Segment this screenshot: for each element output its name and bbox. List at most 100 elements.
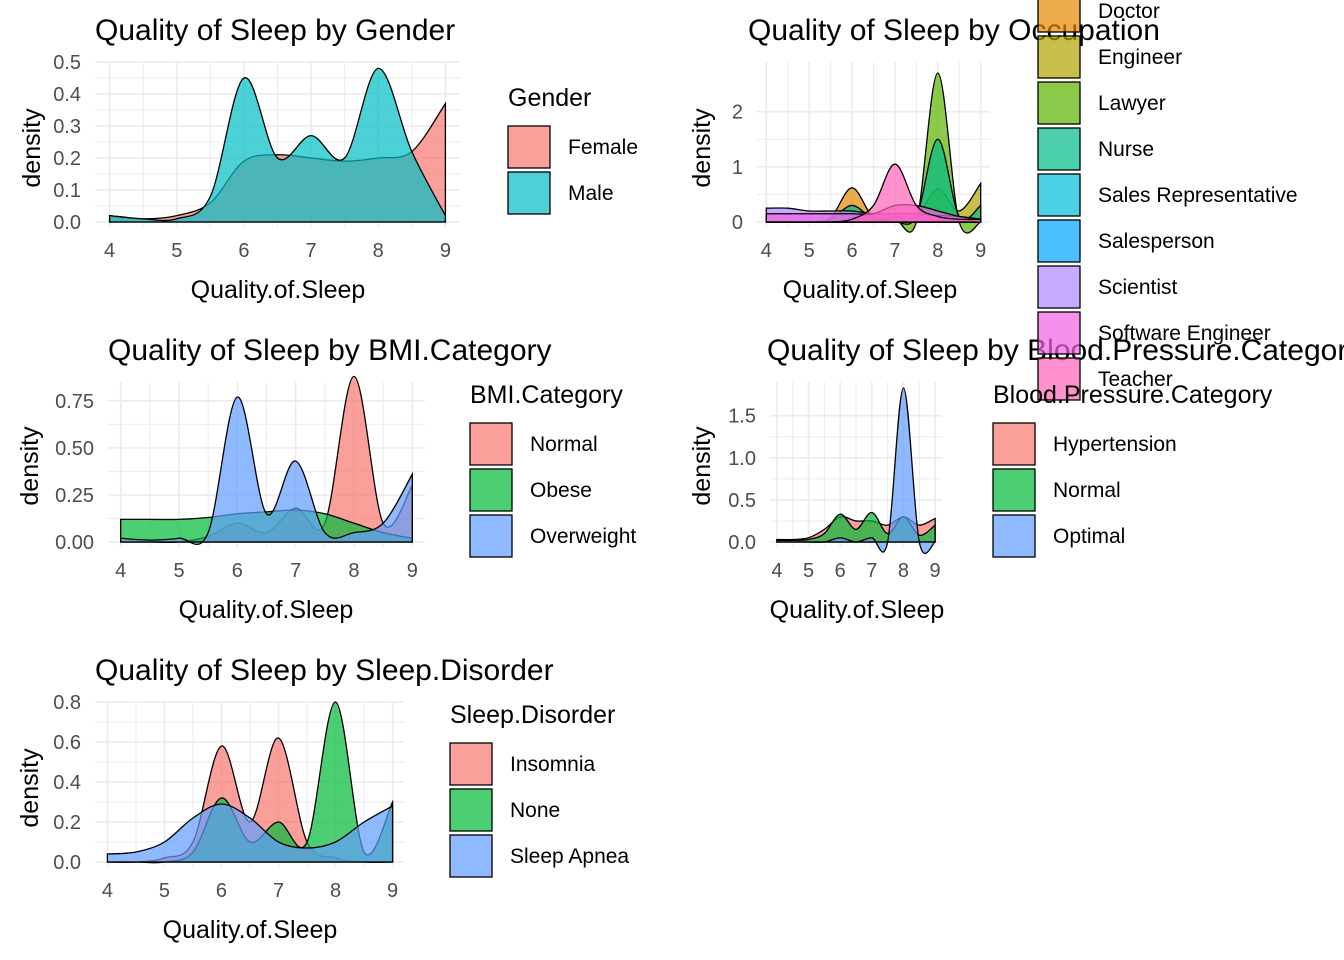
y-tick-label: 0 xyxy=(732,212,743,234)
legend-swatch-none xyxy=(449,788,493,832)
legend-swatch-insomnia xyxy=(449,742,493,786)
x-tick-label: 5 xyxy=(804,240,815,262)
legend-swatch-female xyxy=(507,125,551,169)
x-tick-label: 9 xyxy=(387,880,398,902)
legend-swatch-normal xyxy=(469,422,513,466)
panel-1: 4 5 6 7 8 9 0.0 0.1 0.2 0.3 0.4 0.5 Quality.of.Sleep… xyxy=(18,14,460,304)
legend-label: Obese xyxy=(530,479,592,502)
panel-4: 4 5 6 7 8 9 0.0 0.5 1.0 1.5 Quality.of.Sleep densit… xyxy=(688,334,1344,624)
legend-swatch-scientist xyxy=(1037,265,1081,309)
y-tick-label: 0.75 xyxy=(55,391,94,413)
series-group xyxy=(106,701,394,864)
y-tick-label: 0.0 xyxy=(728,532,756,554)
x-tick-label: 5 xyxy=(803,560,814,582)
panel-3: 4 5 6 7 8 9 0.00 0.25 0.50 0.75 Quality.of.Sleep de… xyxy=(16,334,552,624)
y-tick-label: 0.4 xyxy=(53,84,81,106)
legend-label: Scientist xyxy=(1098,276,1178,299)
y-tick-label: 0.4 xyxy=(53,772,81,794)
legend-title: Sleep.Disorder xyxy=(450,701,615,729)
x-tick-label: 8 xyxy=(330,880,341,902)
legend-swatch-doctor xyxy=(1037,0,1081,33)
x-tick-label: 8 xyxy=(348,560,359,582)
panel-5: 4 5 6 7 8 9 0.0 0.2 0.4 0.6 0.8 Quality.of.Sleep den… xyxy=(16,654,554,944)
x-tick-label: 6 xyxy=(232,560,243,582)
series-group xyxy=(765,72,982,234)
y-axis-title: density xyxy=(688,426,716,506)
density-area-sleep-apnea xyxy=(106,803,394,863)
x-tick-label: 6 xyxy=(835,560,846,582)
x-tick-label: 9 xyxy=(930,560,941,582)
legend-label: Salesperson xyxy=(1098,230,1215,253)
x-tick-label: 4 xyxy=(115,560,126,582)
legend-swatch-normal xyxy=(992,468,1036,512)
x-tick-label: 6 xyxy=(847,240,858,262)
y-tick-label: 0.1 xyxy=(53,180,81,202)
legend-3: BMI.Category Normal Obese Overweight xyxy=(469,381,636,558)
x-tick-label: 7 xyxy=(273,880,284,902)
legend-swatch-lawyer xyxy=(1037,81,1081,125)
x-tick-label: 5 xyxy=(171,240,182,262)
x-tick-label: 8 xyxy=(373,240,384,262)
chart-title: Quality of Sleep by Gender xyxy=(95,14,455,47)
panel-2: 4 5 6 7 8 9 0 1 2 Quality.of.Sleep density Quality … xyxy=(688,14,1160,304)
y-tick-label: 0.25 xyxy=(55,485,94,507)
y-tick-label: 0.0 xyxy=(53,852,81,874)
x-tick-label: 4 xyxy=(771,560,782,582)
legend-swatch-software-engineer xyxy=(1037,311,1081,355)
legend-swatch-sales-representative xyxy=(1037,173,1081,217)
x-tick-label: 5 xyxy=(159,880,170,902)
legend-label: Overweight xyxy=(530,525,636,548)
x-tick-label: 6 xyxy=(238,240,249,262)
legend-title: Blood.Pressure.Category xyxy=(993,381,1273,409)
y-tick-label: 0.8 xyxy=(53,692,81,714)
legend-swatch-overweight xyxy=(469,514,513,558)
y-axis-title: density xyxy=(16,426,44,506)
y-tick-label: 0.0 xyxy=(53,212,81,234)
legend-label: Lawyer xyxy=(1098,92,1166,115)
density-area-optimal xyxy=(776,387,936,554)
x-tick-label: 6 xyxy=(216,880,227,902)
x-axis-title: Quality.of.Sleep xyxy=(783,276,958,304)
legend-label: Sleep Apnea xyxy=(510,845,629,868)
y-tick-label: 1 xyxy=(732,157,743,179)
x-tick-label: 7 xyxy=(290,560,301,582)
x-tick-label: 7 xyxy=(889,240,900,262)
x-tick-label: 5 xyxy=(173,560,184,582)
legend-label: Doctor xyxy=(1098,0,1160,23)
legend-swatch-obese xyxy=(469,468,513,512)
legend-label: Normal xyxy=(530,433,598,456)
legend-2: Doctor Engineer Lawyer Nurse Sales Represent… xyxy=(1037,0,1298,401)
x-axis-title: Quality.of.Sleep xyxy=(163,916,338,944)
y-tick-label: 0.50 xyxy=(55,438,94,460)
y-tick-label: 0.6 xyxy=(53,732,81,754)
legend-swatch-hypertension xyxy=(992,422,1036,466)
y-axis-title: density xyxy=(688,108,716,188)
legend-label: Normal xyxy=(1053,479,1121,502)
x-tick-label: 9 xyxy=(407,560,418,582)
y-tick-label: 1.5 xyxy=(728,406,756,428)
legend-swatch-salesperson xyxy=(1037,219,1081,263)
legend-label: Male xyxy=(568,182,614,205)
y-tick-label: 0.3 xyxy=(53,116,81,138)
x-tick-label: 8 xyxy=(932,240,943,262)
legend-label: Female xyxy=(568,136,638,159)
legend-swatch-engineer xyxy=(1037,35,1081,79)
y-tick-label: 0.00 xyxy=(55,532,94,554)
x-tick-label: 7 xyxy=(866,560,877,582)
x-tick-label: 4 xyxy=(102,880,113,902)
legend-swatch-sleep-apnea xyxy=(449,834,493,878)
series-group xyxy=(776,387,936,554)
legend-4: Blood.Pressure.Category Hypertension Norma… xyxy=(992,381,1273,558)
legend-swatch-nurse xyxy=(1037,127,1081,171)
legend-label: Engineer xyxy=(1098,46,1182,69)
y-tick-label: 0.5 xyxy=(728,490,756,512)
legend-label: Software Engineer xyxy=(1098,322,1271,345)
x-tick-label: 9 xyxy=(975,240,986,262)
x-axis-title: Quality.of.Sleep xyxy=(191,276,366,304)
x-tick-label: 4 xyxy=(761,240,772,262)
series-group xyxy=(120,375,413,546)
x-tick-label: 4 xyxy=(104,240,115,262)
y-tick-label: 0.5 xyxy=(53,52,81,74)
y-tick-label: 1.0 xyxy=(728,448,756,470)
legend-swatch-optimal xyxy=(992,514,1036,558)
